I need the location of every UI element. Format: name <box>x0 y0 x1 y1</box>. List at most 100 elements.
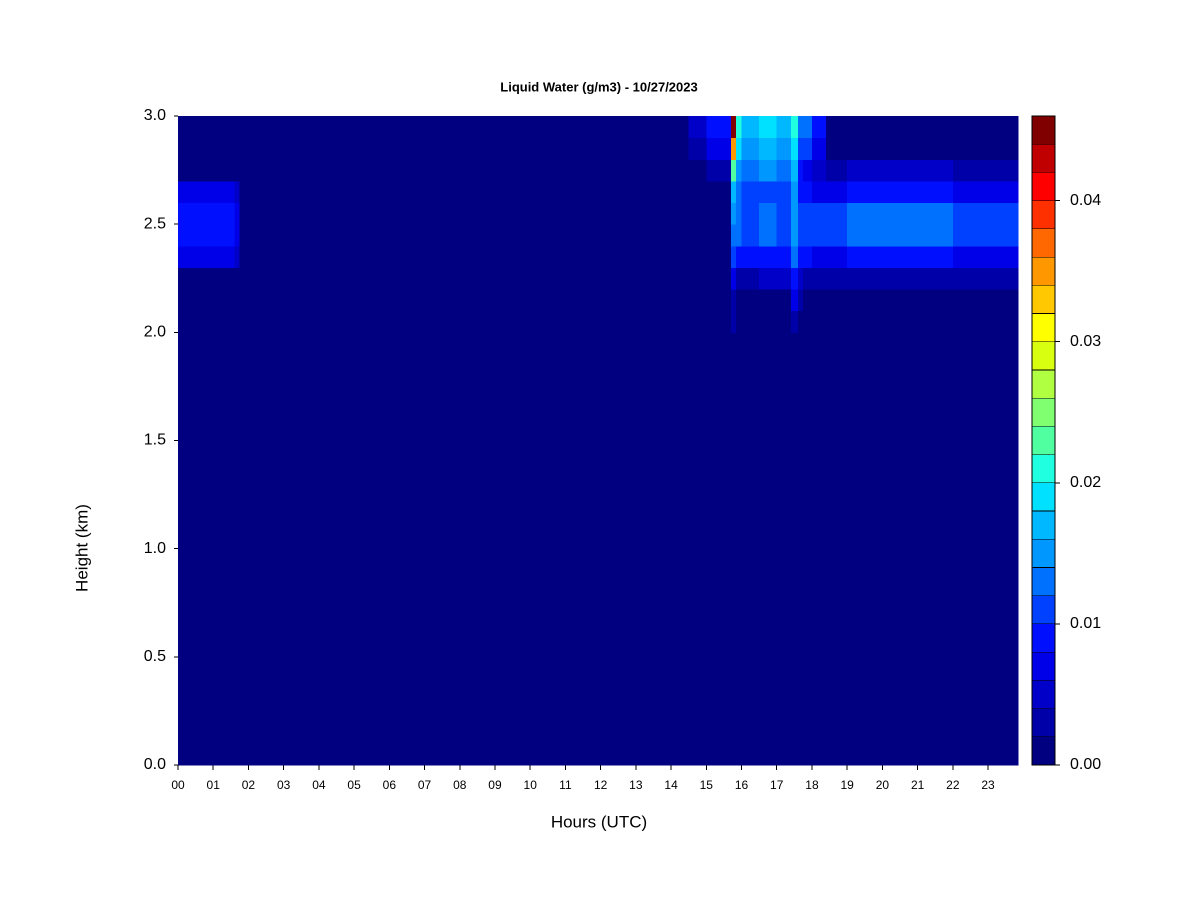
heatmap-cell <box>239 202 690 225</box>
heatmap-cell <box>178 267 235 290</box>
heatmap-cell <box>741 116 760 139</box>
x-tick-label: 16 <box>735 778 749 792</box>
heatmap-cell <box>803 159 813 182</box>
heatmap-cell <box>811 159 827 182</box>
heatmap-cell <box>759 137 778 160</box>
heatmap-cell <box>688 289 707 312</box>
heatmap-cell <box>759 180 778 204</box>
colorbar-band <box>1031 115 1056 145</box>
heatmap-cell <box>688 332 707 766</box>
colorbar-band <box>1031 538 1056 568</box>
heatmap-cell <box>730 310 737 333</box>
heatmap-cell <box>776 245 792 268</box>
heatmap-cell <box>736 267 743 290</box>
heatmap-cell <box>797 159 804 182</box>
heatmap-cell <box>988 245 1019 268</box>
heatmap-cell <box>952 180 989 204</box>
x-tick-label: 15 <box>700 778 714 792</box>
heatmap-cell <box>988 137 1019 160</box>
heatmap-cell <box>776 332 792 766</box>
x-tick-label: 11 <box>559 778 572 792</box>
heatmap-cell <box>706 137 732 160</box>
heatmap-cell <box>234 289 241 312</box>
heatmap-cell <box>847 180 883 204</box>
heatmap-cell <box>803 180 813 204</box>
colorbar-tick-label: 0.04 <box>1070 192 1101 209</box>
heatmap-cell <box>736 180 743 204</box>
heatmap-cell <box>730 159 737 182</box>
heatmap-cell <box>790 289 799 312</box>
colorbar-band <box>1031 454 1056 484</box>
heatmap-cell <box>776 224 792 247</box>
heatmap-cell <box>178 245 235 268</box>
heatmap-cell <box>790 332 799 766</box>
heatmap-cell <box>706 332 732 766</box>
heatmap-cell <box>988 202 1019 225</box>
heatmap-cell <box>776 180 792 204</box>
heatmap-cell <box>790 245 799 268</box>
heatmap-cell <box>917 116 954 139</box>
heatmap-cell <box>803 224 813 247</box>
heatmap-cell <box>736 224 743 247</box>
heatmap-cell <box>803 310 813 333</box>
colorbar-band <box>1031 510 1056 540</box>
x-tick-label: 20 <box>876 778 890 792</box>
heatmap-cell <box>917 289 954 312</box>
colorbar-band <box>1031 736 1056 766</box>
heatmap-cell <box>736 289 743 312</box>
heatmap-cell <box>847 245 883 268</box>
heatmap-cell <box>988 224 1019 247</box>
heatmap-cell <box>803 202 813 225</box>
x-tick-label: 19 <box>841 778 855 792</box>
heatmap-cell <box>706 159 732 182</box>
heatmap-cell <box>847 159 883 182</box>
heatmap-cell <box>688 245 707 268</box>
colorbar-tick-label: 0.01 <box>1070 615 1101 632</box>
heatmap-cell <box>988 310 1019 333</box>
heatmap-cell <box>826 267 848 290</box>
heatmap-cell <box>847 310 883 333</box>
heatmap-cell <box>797 289 804 312</box>
heatmap-cell <box>811 224 827 247</box>
heatmap-cell <box>882 245 919 268</box>
heatmap-cell <box>736 159 743 182</box>
heatmap-cell <box>882 224 919 247</box>
colorbar-band <box>1031 369 1056 399</box>
heatmap-cell <box>826 180 848 204</box>
heatmap-cell <box>917 245 954 268</box>
colorbar-band <box>1031 651 1056 681</box>
heatmap-cell <box>741 159 760 182</box>
heatmap-cell <box>988 332 1019 766</box>
heatmap-cell <box>847 116 883 139</box>
heatmap-cell <box>797 137 804 160</box>
heatmap-cell <box>730 224 737 247</box>
heatmap-cell <box>234 137 241 160</box>
heatmap-cell <box>759 332 778 766</box>
heatmap-cell <box>706 267 732 290</box>
heatmap-cell <box>741 289 760 312</box>
heatmap-cell <box>741 245 760 268</box>
heatmap-cell <box>826 159 848 182</box>
heatmap-cell <box>178 137 235 160</box>
y-tick-label: 1.5 <box>144 432 166 449</box>
colorbar-band <box>1031 172 1056 201</box>
heatmap-cell <box>688 224 707 247</box>
heatmap-cell <box>882 289 919 312</box>
heatmap-cell <box>234 332 241 766</box>
colorbar-band <box>1031 708 1056 738</box>
heatmap-cell <box>234 202 241 225</box>
heatmap-cell <box>178 180 235 204</box>
heatmap-cell <box>826 202 848 225</box>
heatmap-cell <box>706 224 732 247</box>
heatmap-cell <box>797 310 804 333</box>
heatmap-cell <box>790 159 799 182</box>
colorbar-band <box>1031 623 1056 653</box>
heatmap-cell <box>882 137 919 160</box>
heatmap-cell <box>847 202 883 225</box>
x-tick-label: 04 <box>312 778 326 792</box>
heatmap-cell <box>811 310 827 333</box>
heatmap-cell <box>178 224 235 247</box>
heatmap-cell <box>706 202 732 225</box>
heatmap-cell <box>234 159 241 182</box>
x-tick-label: 08 <box>453 778 467 792</box>
